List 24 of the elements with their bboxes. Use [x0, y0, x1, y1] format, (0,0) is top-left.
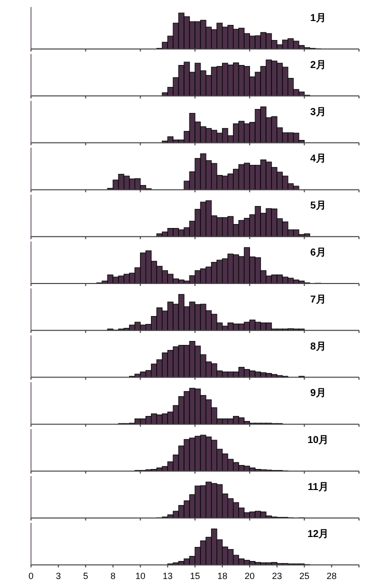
x-tick-label: 18	[217, 570, 228, 581]
chart-title: 7月	[310, 294, 326, 306]
x-tick-label: 5	[83, 570, 88, 581]
x-tick-label: 13	[162, 570, 173, 581]
chart-title: 9月	[310, 388, 326, 400]
chart-title: 2月	[310, 60, 326, 71]
chart-title: 11月	[308, 482, 328, 493]
x-tick-label: 10	[135, 570, 146, 581]
chart-title: 8月	[310, 341, 326, 352]
x-tick-label: 0	[28, 570, 34, 581]
x-tick-label: 20	[244, 570, 255, 581]
chart-title: 6月	[310, 248, 326, 258]
chart-title: 1月	[310, 13, 326, 24]
chart-title: 4月	[310, 154, 326, 165]
x-tick-label: 23	[272, 570, 282, 581]
chart-title: 10月	[307, 435, 329, 446]
x-tick-label: 8	[110, 570, 116, 581]
chart-title: 3月	[310, 106, 326, 118]
x-tick-label: 3	[56, 570, 61, 581]
x-tick-label: 25	[299, 570, 310, 581]
x-tick-label: 28	[326, 570, 337, 581]
x-tick-label: 15	[190, 570, 200, 581]
chart-title: 12月	[307, 528, 329, 540]
chart-title: 5月	[310, 200, 326, 212]
